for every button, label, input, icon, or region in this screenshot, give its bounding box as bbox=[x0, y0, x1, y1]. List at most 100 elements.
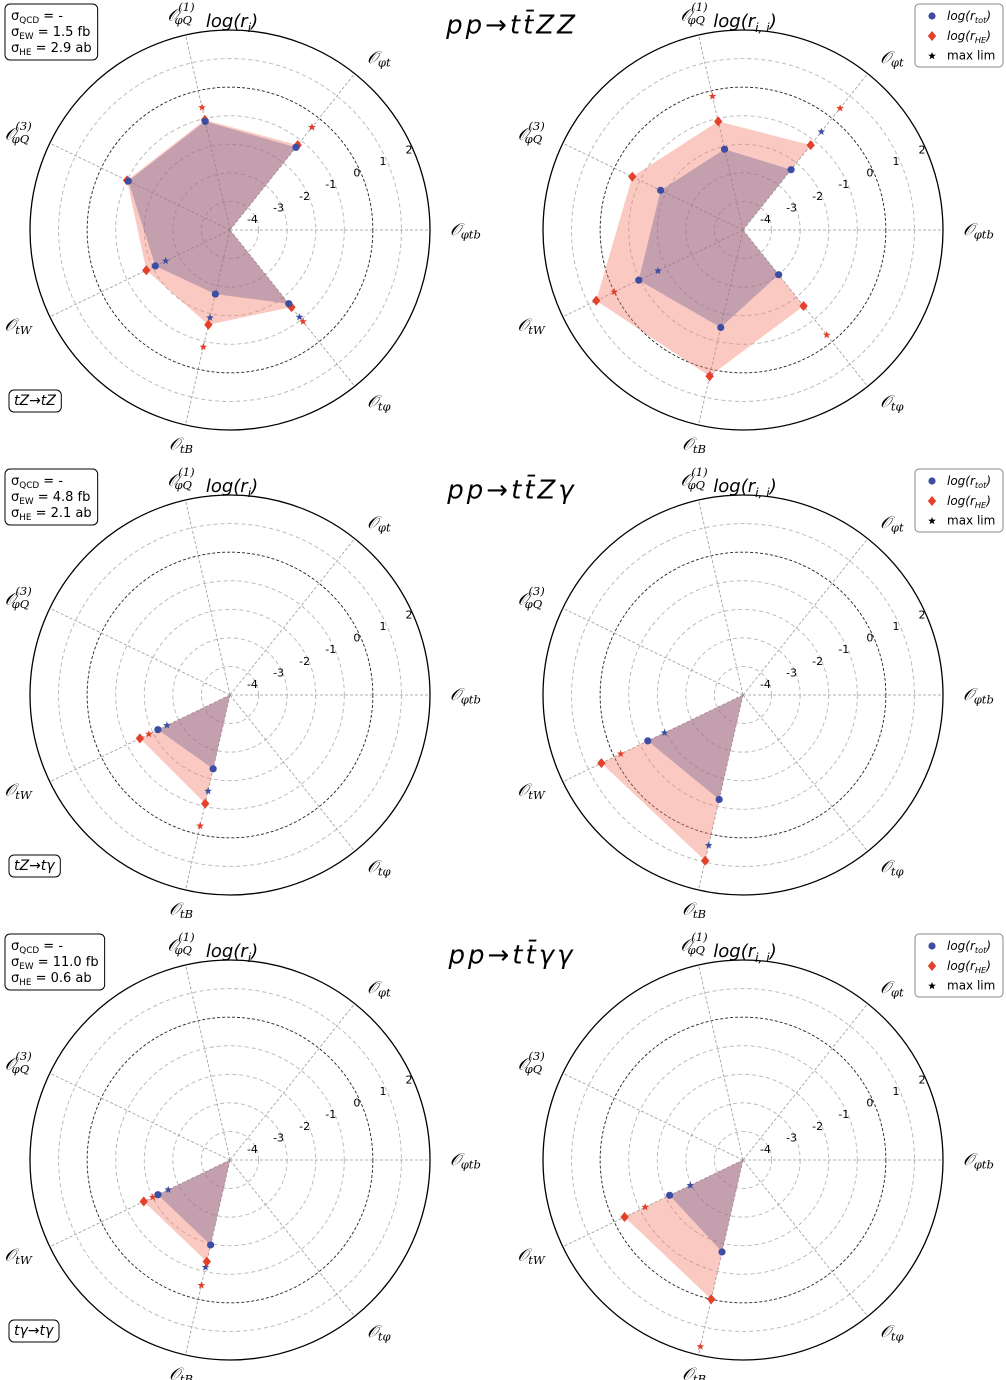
legend-label: log(rHE) bbox=[947, 959, 991, 975]
point bbox=[285, 300, 293, 308]
outer-ring bbox=[542, 494, 944, 896]
legend-label-main: log(r bbox=[947, 474, 976, 488]
info-box bbox=[4, 3, 99, 61]
axis-label: 𝒪(3) φQ bbox=[518, 584, 545, 611]
panel-title: log(ri) bbox=[206, 476, 258, 499]
area bbox=[127, 119, 298, 325]
point bbox=[201, 798, 210, 809]
axis-label: 𝒪φtb bbox=[450, 220, 481, 242]
point bbox=[154, 1191, 162, 1199]
grid-ring bbox=[200, 1130, 260, 1190]
point bbox=[836, 104, 844, 112]
axis-label: 𝒪φt bbox=[367, 512, 391, 534]
legend-label: log(rtot) bbox=[947, 939, 991, 955]
r-tick-label: 1 bbox=[379, 155, 386, 168]
grid-ring bbox=[115, 1045, 345, 1275]
axis-label-sub: tB bbox=[693, 1372, 706, 1380]
r-tick-label: 2 bbox=[406, 143, 413, 156]
axis-label-sub: φtb bbox=[461, 227, 481, 241]
point bbox=[787, 166, 795, 174]
info-box bbox=[4, 468, 99, 526]
r-tick-label: -1 bbox=[838, 643, 849, 656]
axis-label-sub: tW bbox=[528, 788, 546, 802]
axis-label-sub: tφ bbox=[891, 399, 905, 413]
spoke bbox=[229, 694, 356, 852]
spoke bbox=[49, 1159, 231, 1248]
spoke bbox=[49, 607, 231, 696]
legend-marker bbox=[928, 517, 936, 525]
axis-label: 𝒪tW bbox=[518, 1245, 546, 1267]
axis-label: 𝒪tW bbox=[5, 780, 33, 802]
r-tick-label: -2 bbox=[299, 1120, 310, 1133]
spoke bbox=[742, 1003, 869, 1161]
point bbox=[799, 300, 808, 311]
legend-label-sub: HE bbox=[975, 34, 987, 44]
info-line-rest: = - bbox=[39, 474, 63, 489]
r-tick-label: -4 bbox=[247, 678, 258, 691]
legend-box bbox=[914, 468, 1004, 533]
legend-marker bbox=[928, 477, 936, 485]
axis-label: 𝒪φtb bbox=[963, 685, 994, 707]
legend-label-main: log(r bbox=[947, 9, 976, 23]
axis-label: 𝒪tB bbox=[682, 1364, 706, 1380]
point bbox=[164, 1185, 173, 1193]
axis-label: 𝒪tφ bbox=[880, 392, 904, 414]
outer-ring bbox=[542, 29, 944, 431]
info-line-main: σ bbox=[11, 25, 19, 40]
r-tick-label: 0 bbox=[866, 167, 873, 180]
axis-label: 𝒪tB bbox=[169, 1364, 193, 1380]
axis-label-sub: tφ bbox=[891, 1329, 905, 1343]
r-tick-label: -3 bbox=[786, 201, 797, 214]
grid-ring bbox=[713, 1130, 773, 1190]
r-tick-label: 2 bbox=[919, 608, 926, 621]
panel-title-main: log(r bbox=[713, 476, 756, 497]
point bbox=[592, 295, 601, 306]
spoke bbox=[49, 1072, 231, 1161]
point bbox=[822, 330, 831, 339]
process-label: tZ→tZ bbox=[14, 393, 56, 409]
spoke bbox=[49, 142, 231, 231]
point bbox=[206, 313, 214, 321]
point bbox=[124, 177, 132, 185]
info-line-rest: = - bbox=[39, 9, 63, 24]
legend-label: max lim bbox=[947, 979, 995, 993]
legend-box bbox=[914, 3, 1004, 68]
area bbox=[638, 149, 792, 328]
axis-label-sub: φt bbox=[378, 520, 391, 534]
axis-label: 𝒪tW bbox=[518, 315, 546, 337]
area bbox=[669, 1160, 743, 1252]
point bbox=[135, 733, 145, 744]
r-tick-label: -4 bbox=[760, 1143, 771, 1156]
point bbox=[610, 287, 619, 296]
axis-label-sub: φtb bbox=[974, 692, 994, 706]
info-line-main: σ bbox=[11, 939, 19, 954]
spoke bbox=[742, 538, 869, 696]
axis-label: 𝒪tB bbox=[169, 899, 193, 921]
info-line-rest: = 0.6 ab bbox=[31, 971, 91, 986]
axis-label-sub: φQ bbox=[687, 478, 705, 492]
axis-label-sub: tφ bbox=[891, 864, 905, 878]
radar-chart: 𝒪φtb 𝒪φt 𝒪(1) φQ 𝒪(3) φQ 𝒪tW 𝒪tB 𝒪tφ -4 -3 -2 -1 0 1 2 l… bbox=[4, 0, 575, 456]
axis-label-sub: φQ bbox=[174, 943, 192, 957]
spoke bbox=[229, 1003, 356, 1161]
axis-label: 𝒪φt bbox=[880, 512, 904, 534]
info-line-main: σ bbox=[11, 41, 19, 56]
axis-label: 𝒪(3) φQ bbox=[5, 1049, 32, 1076]
panel-title-sub: i bbox=[248, 20, 252, 34]
point bbox=[154, 726, 162, 734]
panel-title-rest: ) bbox=[768, 11, 777, 32]
axis-label-sub: tW bbox=[15, 788, 33, 802]
r-tick-label: 1 bbox=[892, 155, 899, 168]
axis-label-sub: φQ bbox=[525, 597, 543, 611]
r-tick-label: 2 bbox=[406, 1073, 413, 1086]
info-line-rest: = 11.0 fb bbox=[34, 955, 99, 970]
r-tick-label: -1 bbox=[325, 1108, 336, 1121]
info-box bbox=[4, 933, 106, 991]
outer-ring bbox=[542, 959, 944, 1361]
process-box bbox=[8, 1319, 60, 1343]
process-box bbox=[8, 389, 62, 413]
axis-label-sub: φtb bbox=[461, 692, 481, 706]
point bbox=[209, 765, 217, 773]
axis-label-sub: φQ bbox=[12, 132, 30, 146]
